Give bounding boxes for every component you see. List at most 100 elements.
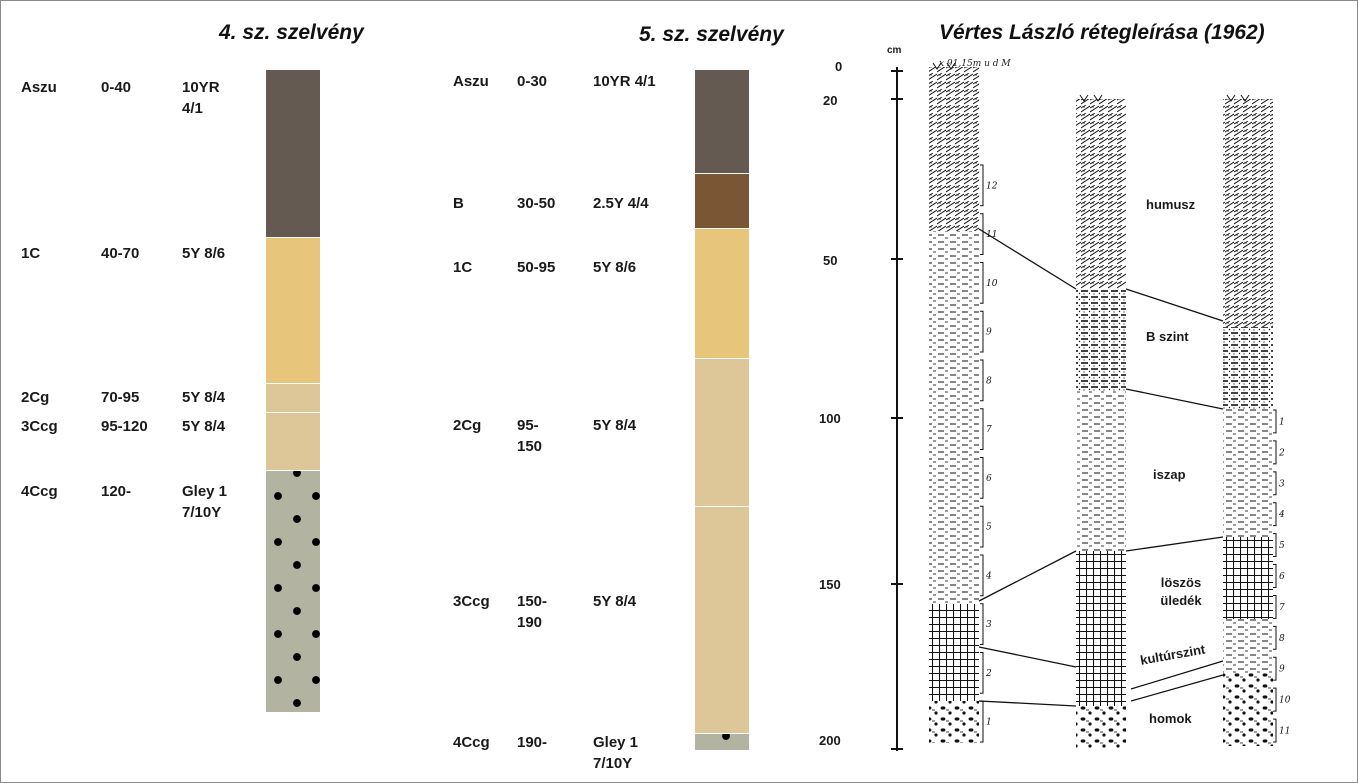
vertes-col3-mark-bracket-5 [1273, 564, 1277, 588]
vertes-col1-mark-bracket-11 [980, 700, 984, 743]
vertes-col3-mark-label-2: 3 [1279, 479, 1285, 489]
vertes-col3-mark-label-7: 8 [1279, 634, 1285, 644]
vertes-col1-mark-label-3: 9 [986, 328, 992, 338]
vertes-elevation-note: x 91,15m u d M [939, 59, 1011, 69]
vertes-col2-grass [1079, 94, 1103, 102]
p4-horizon-aszu [266, 70, 320, 237]
vertes-col1-mark-label-7: 5 [986, 523, 992, 533]
profile5-title: 5. sz. szelvény [639, 23, 784, 46]
vertes-col1-grass [932, 62, 956, 70]
correlation-line-6 [978, 700, 1077, 707]
p5-munsell-2cg: 5Y 8/4 [593, 417, 637, 434]
depth-tick-200: 200 [819, 733, 841, 748]
kultur-bracket-bottom [1130, 674, 1224, 702]
vertes-col3-mark-bracket-0 [1273, 409, 1277, 434]
vertes-col3-mark-bracket-3 [1273, 502, 1277, 527]
p4-horizon-2cg [266, 382, 320, 412]
p5-horizon-b [695, 173, 749, 228]
vertes-col3-mark-label-8: 9 [1279, 665, 1285, 675]
p5-horizon-1c [695, 227, 749, 359]
vertes-col3-mark-label-0: 1 [1279, 417, 1285, 427]
p5-horizon-2cg [695, 358, 749, 507]
depth-tick-150: 150 [819, 577, 841, 592]
vertes-col3-layer-4 [1223, 619, 1273, 673]
vertes-col1-mark-bracket-5 [980, 408, 984, 450]
vertes-col3-layer-3 [1223, 537, 1273, 619]
p4-munsell-1c: 5Y 8/6 [182, 245, 226, 262]
p5-munsell-3ccg: 5Y 8/4 [593, 593, 637, 610]
vertes-col1-mark-bracket-9 [980, 603, 984, 645]
vertes-col1-mark-label-5: 7 [986, 425, 992, 435]
p4-name-3ccg: 3Ccg [21, 418, 58, 435]
correlation-line-5 [978, 646, 1077, 668]
p4-name-1c: 1C [21, 245, 41, 262]
profile4-column [266, 70, 320, 712]
vertes-col3-mark-bracket-8 [1273, 656, 1277, 681]
label-b-szint: B szint [1146, 329, 1189, 344]
vertes-col3-mark-bracket-2 [1273, 471, 1277, 496]
p5-depth-4ccg: 190- [517, 734, 548, 751]
p5-depth-3ccg: 150-190 [517, 593, 548, 631]
p4-depth-2cg: 70-95 [101, 389, 140, 406]
p4-depth-aszu: 0-40 [101, 79, 132, 96]
depth-tick-0: 0 [835, 59, 843, 74]
p4-name-4ccg: 4Ccg [21, 483, 58, 500]
vertes-col2-layer-3 [1076, 551, 1126, 667]
vertes-col2-layer-0 [1076, 99, 1126, 289]
vertes-title: Vértes László rétegleírása (1962) [939, 21, 1265, 44]
vertes-unit: cm [887, 45, 902, 56]
depth-tick-50: 50 [823, 253, 838, 268]
vertes-col1-layer-3 [929, 701, 979, 743]
p4-munsell-4ccg: Gley 1 7/10Y [182, 483, 228, 521]
vertes-col1-mark-bracket-7 [980, 505, 984, 548]
p4-depth-4ccg: 120- [101, 483, 132, 500]
p4-depth-3ccg: 95-120 [101, 418, 148, 435]
vertes-col2-layer-1 [1076, 289, 1126, 391]
p5-name-4ccg: 4Ccg [453, 734, 490, 751]
depth-tick-100: 100 [819, 411, 841, 426]
vertes-col1-mark-bracket-3 [980, 310, 984, 353]
p5-name-2cg: 2Cg [453, 417, 482, 434]
vertes-col1-mark-bracket-2 [980, 262, 984, 304]
p5-horizon-4ccg [695, 732, 749, 750]
vertes-col1-mark-label-9: 3 [986, 620, 992, 630]
vertes-col3-mark-label-3: 4 [1278, 510, 1285, 520]
vertes-col1-mark-bracket-8 [980, 554, 984, 597]
vertes-col3-mark-bracket-1 [1273, 440, 1277, 465]
correlation-line-2 [1125, 388, 1224, 410]
vertes-col1-mark-bracket-10 [980, 652, 984, 694]
vertes-col1-mark-label-0: 12 [986, 181, 998, 191]
p5-horizon-aszu [695, 70, 749, 174]
p4-horizon-3ccg [266, 411, 320, 471]
vertes-col3-mark-label-10: 11 [1279, 727, 1290, 737]
p5-depth-b: 30-50 [517, 195, 556, 212]
vertes-col3-mark-label-6: 7 [1279, 603, 1285, 613]
vertes-col1-mark-label-11: 1 [986, 718, 992, 728]
vertes-col3-mark-label-5: 6 [1279, 572, 1285, 582]
vertes-col3-mark-label-9: 10 [1279, 696, 1291, 706]
correlation-line-0 [978, 228, 1077, 290]
p5-munsell-4ccg: Gley 1 7/10Y [593, 734, 639, 772]
vertes-col1-mark-bracket-6 [980, 457, 984, 499]
vertes-col1-mark-bracket-1 [980, 213, 984, 255]
vertes-col1-mark-label-6: 6 [986, 474, 992, 484]
vertes-col1-mark-label-2: 10 [986, 279, 998, 289]
p4-munsell-aszu: 10YR 4/1 [182, 79, 220, 117]
vertes-col3-mark-bracket-7 [1273, 625, 1277, 650]
depth-tick-20: 20 [823, 93, 838, 108]
p4-horizon-4ccg [266, 470, 320, 712]
correlation-line-4 [1125, 536, 1224, 552]
label-loszos-uledek: löszös üledék [1160, 575, 1202, 608]
label-humusz: humusz [1146, 197, 1196, 212]
p4-munsell-2cg: 5Y 8/4 [182, 389, 226, 406]
vertes-col1-mark-label-10: 2 [985, 669, 992, 679]
vertes-col1-mark-bracket-4 [980, 359, 984, 402]
vertes-col3-mark-bracket-9 [1273, 687, 1277, 712]
vertes-col3-mark-label-1: 2 [1278, 448, 1285, 458]
p5-munsell-1c: 5Y 8/6 [593, 259, 637, 276]
vertes-col2-layer-4 [1076, 667, 1126, 706]
vertes-col3-layer-0 [1223, 99, 1273, 327]
p5-depth-aszu: 0-30 [517, 73, 548, 90]
